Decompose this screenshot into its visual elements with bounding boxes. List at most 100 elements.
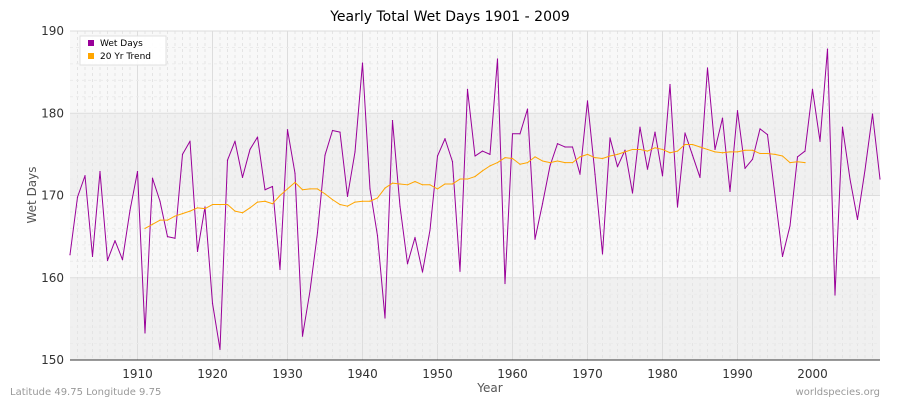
data-point-wet-days	[316, 231, 319, 234]
data-point-wet-days	[474, 155, 476, 157]
data-point-trend	[534, 156, 536, 158]
data-point-wet-days	[166, 236, 169, 238]
data-point-trend	[346, 205, 349, 207]
data-point-wet-days	[301, 335, 304, 337]
data-point-wet-days	[196, 250, 199, 253]
data-point-trend	[174, 215, 176, 217]
data-point-trend	[444, 183, 446, 185]
data-point-wet-days	[406, 263, 409, 265]
data-point-wet-days	[429, 229, 431, 231]
data-point-wet-days	[309, 290, 311, 292]
data-point-trend	[691, 143, 694, 146]
data-point-trend	[391, 182, 394, 184]
data-point-wet-days	[481, 150, 484, 152]
data-point-trend	[759, 152, 761, 155]
data-point-wet-days	[459, 270, 461, 272]
x-tick-labels: 1910 1920 1930 1940 1950 1960 1970 1980 1990 2000	[122, 367, 828, 381]
legend-swatch-wet-days	[88, 40, 94, 46]
data-point-wet-days	[669, 83, 671, 86]
data-point-wet-days	[369, 188, 371, 190]
data-point-trend	[736, 151, 739, 153]
data-point-wet-days	[69, 254, 71, 256]
data-point-wet-days	[114, 240, 116, 242]
data-point-trend	[166, 219, 169, 221]
data-point-trend	[234, 210, 236, 212]
data-point-wet-days	[496, 58, 499, 60]
data-point-wet-days	[256, 136, 259, 138]
data-point-wet-days	[751, 158, 754, 160]
data-point-trend	[751, 149, 754, 151]
data-point-wet-days	[211, 302, 214, 304]
y-tick-label: 150	[41, 353, 64, 367]
data-point-wet-days	[151, 177, 154, 179]
data-point-trend	[729, 151, 731, 153]
data-point-wet-days	[346, 195, 349, 197]
data-point-wet-days	[684, 132, 686, 134]
data-point-wet-days	[339, 131, 341, 133]
data-point-trend	[511, 157, 514, 160]
data-point-trend	[286, 188, 289, 190]
data-point-wet-days	[774, 194, 776, 197]
data-point-wet-days	[571, 146, 574, 148]
y-tick-labels: 150 160 170 180 190	[41, 24, 64, 367]
data-point-trend	[339, 203, 341, 206]
data-point-wet-days	[354, 151, 356, 153]
data-point-wet-days	[819, 140, 821, 142]
data-point-trend	[526, 162, 529, 164]
data-point-wet-days	[579, 173, 581, 175]
x-tick-label: 1910	[122, 367, 153, 381]
x-tick-label: 1960	[497, 367, 528, 381]
data-point-trend	[406, 184, 409, 186]
data-point-trend	[226, 203, 229, 206]
data-point-trend	[616, 153, 619, 155]
data-point-trend	[556, 160, 559, 162]
data-point-wet-days	[174, 237, 176, 239]
data-point-wet-days	[834, 294, 836, 296]
data-point-wet-days	[736, 110, 739, 112]
data-point-wet-days	[646, 168, 649, 170]
data-point-trend	[159, 219, 161, 221]
x-tick-label: 2000	[797, 367, 828, 381]
data-point-wet-days	[594, 173, 596, 175]
data-point-wet-days	[504, 282, 506, 285]
data-point-trend	[204, 208, 206, 210]
data-point-trend	[504, 157, 506, 159]
data-point-wet-days	[241, 176, 244, 179]
data-point-trend	[249, 207, 251, 209]
data-point-trend	[376, 197, 379, 199]
data-point-trend	[451, 183, 454, 185]
data-point-wet-days	[234, 140, 236, 142]
data-point-wet-days	[181, 153, 184, 155]
data-point-wet-days	[294, 172, 296, 174]
data-point-wet-days	[729, 190, 731, 192]
data-point-wet-days	[376, 235, 379, 237]
data-point-wet-days	[399, 205, 401, 207]
data-point-trend	[781, 155, 784, 157]
data-point-trend	[264, 200, 266, 202]
data-point-trend	[361, 200, 364, 202]
data-point-wet-days	[489, 153, 491, 155]
data-point-wet-days	[451, 161, 454, 163]
data-point-wet-days	[714, 148, 716, 151]
data-point-wet-days	[691, 154, 694, 156]
data-point-wet-days	[324, 154, 326, 156]
data-point-wet-days	[526, 108, 529, 110]
data-point-trend	[721, 152, 724, 154]
x-tick-label: 1980	[647, 367, 678, 381]
data-point-trend	[609, 155, 611, 157]
data-point-trend	[211, 203, 214, 206]
data-point-wet-days	[444, 138, 446, 140]
data-point-trend	[196, 207, 199, 209]
y-tick-label: 180	[41, 106, 64, 120]
legend-swatch-trend	[88, 53, 94, 59]
data-point-trend	[549, 162, 551, 164]
data-point-wet-days	[586, 100, 589, 102]
x-tick-label: 1990	[722, 367, 753, 381]
data-point-wet-days	[414, 236, 416, 239]
data-point-trend	[706, 148, 709, 151]
data-point-wet-days	[519, 133, 521, 135]
data-point-wet-days	[541, 203, 544, 205]
data-point-trend	[459, 178, 461, 180]
x-tick-label: 1950	[422, 367, 453, 381]
